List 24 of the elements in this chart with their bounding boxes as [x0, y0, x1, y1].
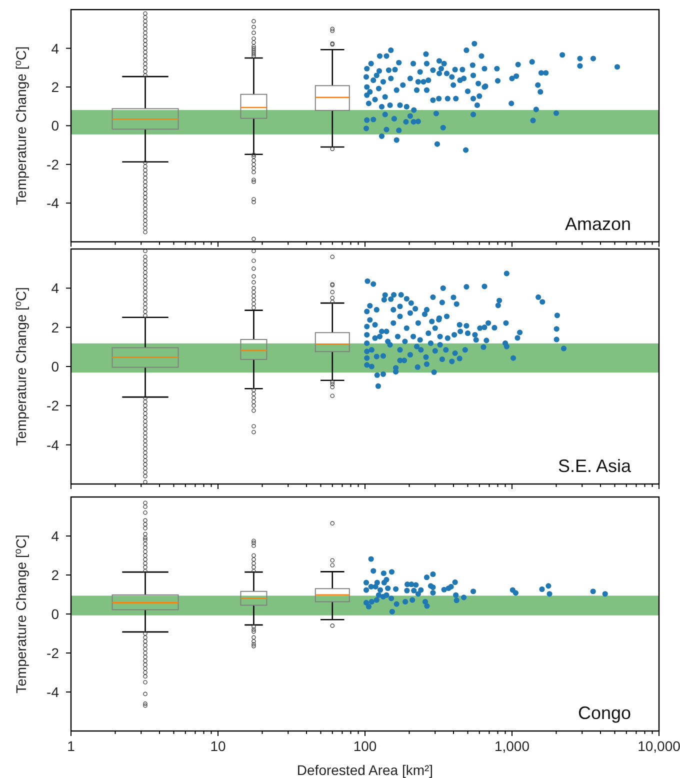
- annotation: Congo: [578, 703, 631, 723]
- y-tick-label: 0: [51, 118, 60, 134]
- y-tick-label: -4: [46, 436, 60, 453]
- x-tick-label: 1,000: [494, 738, 530, 754]
- y-tick-label: 2: [51, 319, 60, 336]
- annotation: Amazon: [564, 214, 631, 234]
- annotation: S.E. Asia: [558, 456, 632, 476]
- y-tick-label: -2: [46, 645, 60, 661]
- y-tick-label: 0: [51, 358, 60, 374]
- y-tick-label: 2: [51, 79, 60, 95]
- y-tick-label: -4: [46, 195, 60, 212]
- y-tick-label: 2: [51, 567, 60, 583]
- x-tick-label: 10: [210, 738, 226, 754]
- x-tick-label: 100: [353, 738, 377, 754]
- y-tick-label: -2: [46, 156, 60, 172]
- x-tick-label: 10,000: [638, 738, 680, 754]
- y-tick-label: 4: [51, 40, 60, 56]
- y-tick-label: -4: [46, 684, 60, 700]
- x-tick-label: 1: [67, 738, 76, 754]
- y-tick-label: 4: [51, 280, 60, 296]
- x-axis-title: Deforested Area [km²]: [296, 762, 434, 778]
- y-tick-label: 4: [51, 528, 60, 544]
- y-tick-label: 0: [51, 606, 60, 622]
- y-tick-label: -2: [46, 398, 60, 414]
